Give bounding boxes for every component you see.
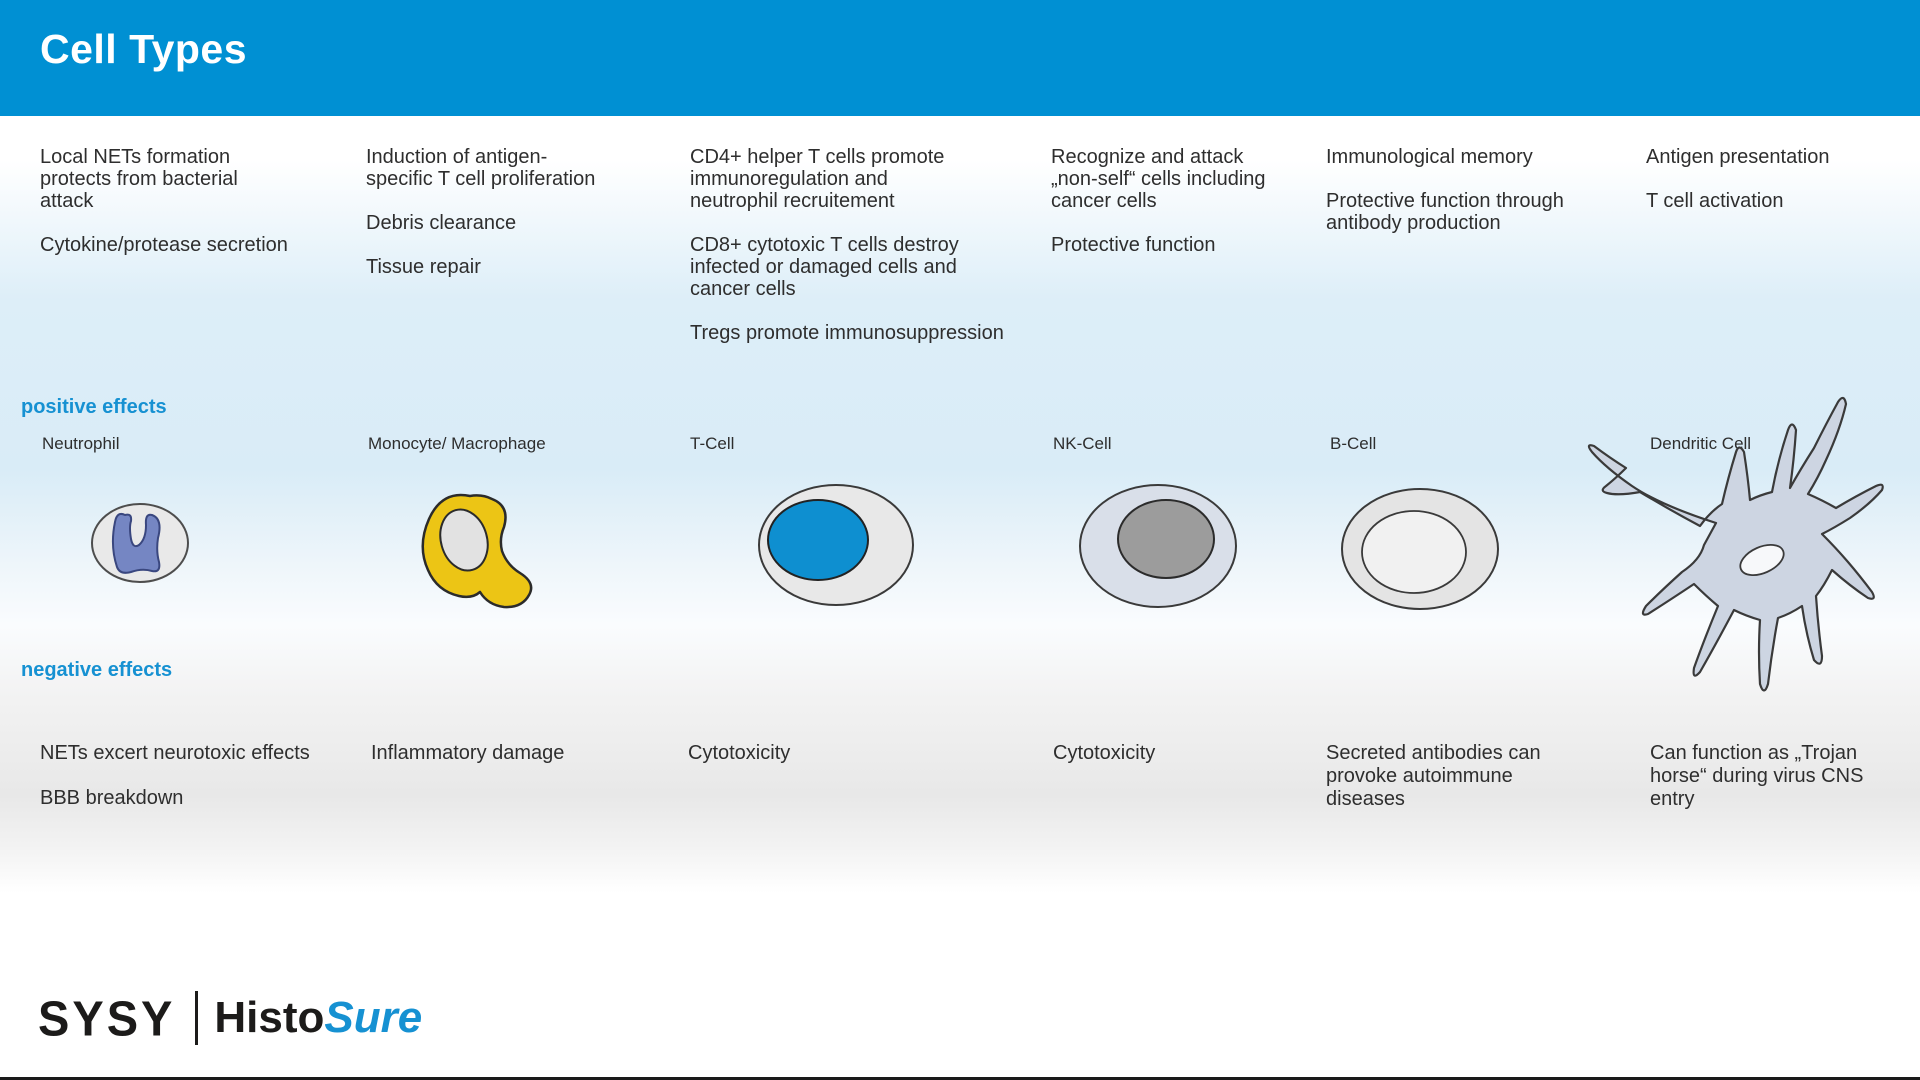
negative-text: Cytotoxicity — [688, 742, 791, 764]
positive-effects-label: positive effects — [21, 396, 167, 418]
cell-name-nkcell: NK-Cell — [1053, 434, 1112, 453]
nkcell-illustration — [1079, 484, 1237, 608]
cell-name-bcell: B-Cell — [1330, 434, 1377, 453]
positive-text: Local NETs formation protects from bacte… — [40, 146, 238, 212]
positive-text: Protective function — [1051, 234, 1216, 256]
positive-text: T cell activation — [1646, 190, 1784, 212]
histosure-wordmark-black: Histo — [214, 993, 325, 1042]
positive-col-dendritic: Antigen presentation T cell activation — [1646, 146, 1896, 234]
cell-name-macrophage: Monocyte/ Macrophage — [368, 434, 546, 453]
title-bar: Cell Types — [0, 0, 1920, 116]
positive-text: Immunological memory — [1326, 146, 1533, 168]
negative-text: NETs excert neurotoxic effects — [40, 742, 310, 764]
neutrophil-illustration — [91, 503, 189, 583]
bottom-border-line — [0, 1077, 1920, 1080]
histosure-wordmark-blue: Sure — [324, 993, 423, 1042]
logo-divider — [195, 991, 199, 1045]
page-title: Cell Types — [40, 26, 248, 72]
positive-text: CD8+ cytotoxic T cells destroy infected … — [690, 234, 959, 300]
negative-text: BBB breakdown — [40, 787, 184, 809]
negative-col-tcell: Cytotoxicity — [688, 742, 948, 787]
positive-col-neutrophil: Local NETs formation protects from bacte… — [40, 146, 300, 278]
positive-col-tcell: CD4+ helper T cells promote immunoregula… — [690, 146, 1030, 366]
positive-text: Tregs promote immunosuppression — [690, 322, 1004, 344]
negative-effects-label: negative effects — [21, 659, 173, 681]
cell-name-tcell: T-Cell — [690, 434, 735, 453]
positive-text: Antigen presentation — [1646, 146, 1830, 168]
positive-text: Protective function through antibody pro… — [1326, 190, 1564, 234]
negative-text: Can function as „Trojan horse“ during vi… — [1650, 742, 1864, 810]
negative-col-neutrophil: NETs excert neurotoxic effects BBB break… — [40, 742, 340, 832]
negative-col-bcell: Secreted antibodies can provoke autoimmu… — [1326, 742, 1606, 833]
positive-col-bcell: Immunological memory Protective function… — [1326, 146, 1616, 256]
company-logo: SYSY Histo Sure — [38, 988, 428, 1048]
negative-col-macrophage: Inflammatory damage — [371, 742, 651, 787]
negative-col-nkcell: Cytotoxicity — [1053, 742, 1313, 787]
macrophage-illustration — [421, 493, 533, 609]
positive-col-nkcell: Recognize and attack „non-self“ cells in… — [1051, 146, 1311, 278]
positive-text: Debris clearance — [366, 212, 517, 234]
dendritic-illustration — [1587, 396, 1884, 692]
cell-name-dendritic: Dendritic Cell — [1650, 434, 1752, 453]
positive-text: Induction of antigen- specific T cell pr… — [366, 146, 596, 190]
negative-text: Inflammatory damage — [371, 742, 565, 764]
positive-text: CD4+ helper T cells promote immunoregula… — [690, 146, 945, 212]
sysy-wordmark: SYSY — [38, 990, 176, 1046]
negative-col-dendritic: Can function as „Trojan horse“ during vi… — [1650, 742, 1910, 833]
positive-col-macrophage: Induction of antigen- specific T cell pr… — [366, 146, 626, 300]
negative-text: Secreted antibodies can provoke autoimmu… — [1326, 742, 1541, 810]
positive-text: Tissue repair — [366, 256, 481, 278]
cell-name-neutrophil: Neutrophil — [42, 434, 120, 453]
tcell-illustration — [758, 484, 914, 606]
positive-text: Cytokine/protease secretion — [40, 234, 288, 256]
negative-text: Cytotoxicity — [1053, 742, 1156, 764]
positive-text: Recognize and attack „non-self“ cells in… — [1051, 146, 1266, 212]
bcell-illustration — [1341, 488, 1499, 610]
